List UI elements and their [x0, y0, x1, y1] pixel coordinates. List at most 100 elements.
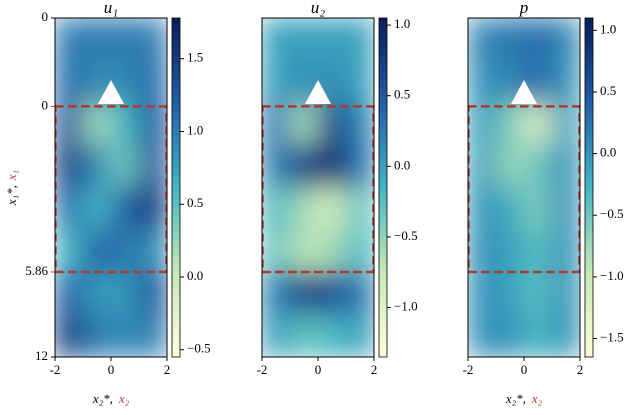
heatmap-cell [289, 18, 319, 61]
colorbar [378, 17, 388, 358]
heatmap-cell [110, 102, 140, 146]
obstacle [305, 80, 331, 104]
y-label-accent: x₁ [4, 170, 19, 181]
x-label: x₂*, x₂ [92, 391, 130, 406]
colorbar-tick-label: 0.0 [187, 268, 203, 283]
heatmap-cell [523, 229, 553, 273]
heatmap-cell [289, 314, 319, 357]
colorbar-tick-label: 1.0 [394, 16, 410, 31]
y-tick-label: 12 [35, 348, 48, 363]
panel-title: u₂ [311, 0, 326, 17]
heatmap-cell [110, 314, 140, 357]
heatmap-cell [317, 102, 347, 146]
heatmap-cell [551, 144, 580, 188]
heatmap-cell [317, 187, 347, 231]
heatmap-cell [289, 187, 319, 231]
colorbar-tick-label: −1.5 [600, 329, 624, 344]
field [55, 18, 167, 357]
x-tick-label: 2 [577, 362, 584, 377]
x-tick-label: 2 [371, 362, 378, 377]
heatmap-cell [345, 229, 374, 273]
heatmap-cell [551, 229, 580, 273]
region-box [55, 105, 167, 273]
obstacle [511, 80, 537, 104]
field [262, 18, 374, 357]
y-tick-label: 0 [42, 9, 49, 24]
heatmap-cell [138, 314, 167, 357]
heatmap-cell [345, 18, 374, 61]
x-tick-label: 0 [521, 362, 528, 377]
heatmap-cell [110, 229, 140, 273]
heatmap-cell [551, 18, 580, 61]
heatmap-cell [55, 102, 84, 146]
colorbar-tick-label: 1.5 [187, 50, 203, 65]
heatmap-cell [262, 271, 291, 316]
x-label-main: x₂*, [92, 391, 113, 406]
heatmap-cell [495, 229, 525, 273]
heatmap-cell [110, 187, 140, 231]
heatmap-cell [138, 144, 167, 188]
heatmap-cell [82, 18, 112, 61]
x-tick-label: 2 [164, 362, 171, 377]
heatmap-cell [468, 314, 497, 357]
colorbar-tick-label: 0.5 [394, 87, 410, 102]
heatmap-cell [289, 102, 319, 146]
panel-title: u₁ [104, 0, 118, 17]
heatmap [55, 18, 167, 357]
heatmap-cell [551, 102, 580, 146]
colorbar-tick-label: 0.5 [187, 195, 203, 210]
heatmap-cell [138, 187, 167, 231]
heatmap-cell [138, 18, 167, 61]
x-tick-label: 0 [315, 362, 322, 377]
heatmap-cell [345, 271, 374, 316]
heatmap-cell [110, 18, 140, 61]
heatmap-cell [551, 59, 580, 104]
heatmap-cell [523, 314, 553, 357]
colorbar [171, 17, 181, 358]
heatmap-cell [495, 187, 525, 231]
heatmap-cell [262, 102, 291, 146]
heatmap [262, 18, 374, 357]
x-tick-label: 0 [108, 362, 115, 377]
heatmap-cell [345, 314, 374, 357]
heatmap-cell [468, 102, 497, 146]
x-label-accent: x₂ [531, 391, 543, 406]
x-label-accent: x₂ [118, 391, 130, 406]
heatmap-cell [495, 18, 525, 61]
heatmap-cell [262, 59, 291, 104]
heatmap-cell [468, 187, 497, 231]
heatmap-cell [468, 229, 497, 273]
heatmap-cell [468, 271, 497, 316]
heatmap-cell [468, 18, 497, 61]
heatmap-cell [82, 271, 112, 316]
heatmap-cell [262, 314, 291, 357]
heatmap-cell [55, 59, 84, 104]
heatmap-cell [468, 59, 497, 104]
heatmap-cell [138, 271, 167, 316]
y-label-main: x₁*, [4, 185, 19, 206]
x-tick-label: -2 [257, 362, 268, 377]
region-box [468, 105, 580, 273]
panel-title: p [519, 0, 529, 17]
heatmap-cell [138, 229, 167, 273]
heatmap-cell [523, 102, 553, 146]
heatmap-cell [138, 102, 167, 146]
heatmap-cell [262, 187, 291, 231]
heatmap-cell [523, 18, 553, 61]
colorbar-tick-label: −1.0 [600, 268, 624, 283]
colorbar-tick-label: 1.0 [600, 21, 616, 36]
heatmap-cell [317, 229, 347, 273]
heatmap-cell [262, 144, 291, 188]
colorbar-tick-label: 0.0 [600, 145, 616, 160]
heatmap-cell [345, 59, 374, 104]
field [468, 18, 580, 357]
heatmap-cell [110, 271, 140, 316]
colorbar-tick-label: −0.5 [600, 206, 624, 221]
colorbar-tick-label: 0.0 [394, 157, 410, 172]
heatmap-cell [317, 271, 347, 316]
heatmap-cell [523, 271, 553, 316]
heatmap-cell [345, 144, 374, 188]
heatmap-cell [468, 144, 497, 188]
y2-tick-label: 0 [42, 97, 49, 112]
heatmap-cell [345, 187, 374, 231]
